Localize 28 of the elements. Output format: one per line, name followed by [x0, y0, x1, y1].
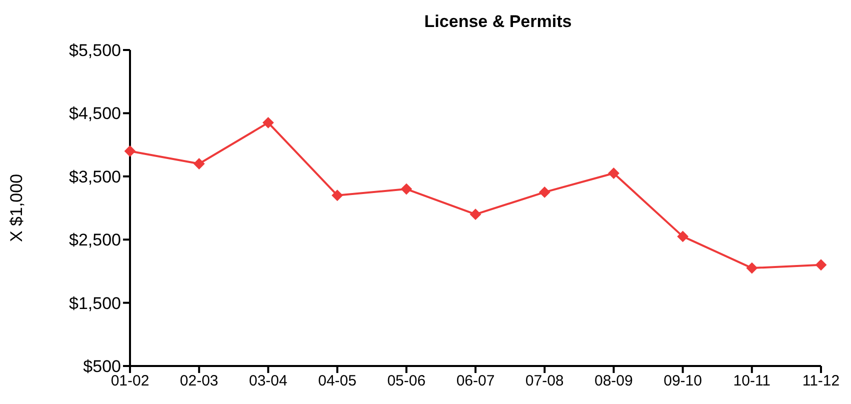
y-tick-label: $3,500 [69, 167, 121, 186]
x-tick-label: 07-08 [525, 372, 564, 390]
point [400, 184, 412, 195]
x-tick-label: 02-03 [180, 372, 218, 390]
point [746, 262, 758, 274]
point [124, 146, 136, 157]
x-tick-label: 06-07 [456, 372, 495, 390]
point [677, 230, 688, 242]
chart-title: License & Permits [423, 12, 573, 32]
point [332, 190, 343, 201]
x-tick-label: 03-04 [249, 372, 288, 390]
x-tick-label: 09-10 [664, 372, 702, 390]
y-tick-label: $4,500 [69, 104, 121, 124]
point [470, 208, 481, 220]
point [539, 186, 550, 198]
x-tick-label: 04-05 [318, 372, 356, 390]
x-tick-label: 11-12 [802, 372, 840, 390]
point [262, 117, 274, 128]
point [816, 259, 826, 270]
y-tick-label: $5,500 [69, 41, 121, 60]
x-tick-label: 05-06 [387, 372, 426, 390]
x-tick-label: 10-11 [733, 372, 771, 390]
y-tick-label: $1,500 [69, 294, 121, 313]
y-axis-title: X $1,000 [7, 174, 26, 242]
y-tick-label: $2,500 [69, 230, 121, 250]
point [194, 158, 205, 170]
point [608, 168, 620, 179]
x-tick-label: 08-09 [594, 372, 633, 390]
